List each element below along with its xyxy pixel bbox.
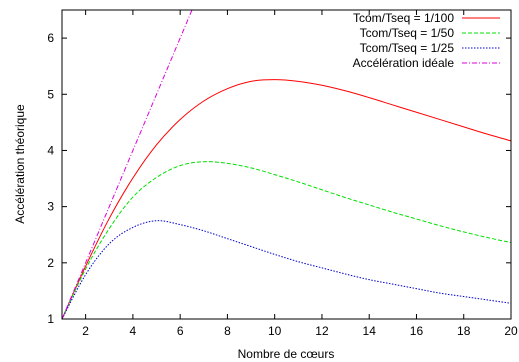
- x-tick-label: 16: [410, 324, 424, 338]
- legend-label-acc-l-ration-id-ale: Accélération idéale: [353, 56, 455, 70]
- y-axis: 1 2 3 4 5 6: [47, 31, 511, 326]
- x-tick-label: 4: [130, 324, 137, 338]
- x-axis-label: Nombre de cœurs: [238, 347, 335, 361]
- series-line-acc-l-ration-id-ale: [62, 10, 193, 319]
- y-tick-label: 6: [47, 31, 54, 45]
- series-line-tcom-tseq-1-25: [62, 220, 511, 319]
- series-line-tcom-tseq-1-100: [62, 79, 511, 319]
- y-tick-label: 4: [47, 143, 54, 157]
- legend-label-tcom-tseq-1-25: Tcom/Tseq = 1/25: [360, 41, 455, 55]
- y-axis-label: Accélération théorique: [13, 104, 27, 224]
- y-tick-label: 3: [47, 200, 54, 214]
- y-tick-label: 1: [47, 312, 54, 326]
- plot-area-frame: [61, 9, 512, 320]
- y-tick-label: 5: [47, 87, 54, 101]
- y-tick-label: 2: [47, 256, 54, 270]
- x-tick-label: 14: [363, 324, 377, 338]
- x-tick-label: 2: [82, 324, 89, 338]
- series-layer: [62, 10, 511, 319]
- legend-label-tcom-tseq-1-50: Tcom/Tseq = 1/50: [360, 26, 455, 40]
- x-tick-label: 6: [177, 324, 184, 338]
- x-tick-label: 20: [504, 324, 518, 338]
- series-line-tcom-tseq-1-50: [62, 161, 511, 319]
- x-tick-label: 10: [268, 324, 282, 338]
- x-tick-label: 18: [457, 324, 471, 338]
- x-axis: 2 4 6 8 10 12 14 16 18 20: [82, 10, 518, 338]
- legend-label-tcom-tseq-1-100: Tcom/Tseq = 1/100: [353, 11, 454, 25]
- x-tick-label: 12: [315, 324, 329, 338]
- x-tick-label: 8: [224, 324, 231, 338]
